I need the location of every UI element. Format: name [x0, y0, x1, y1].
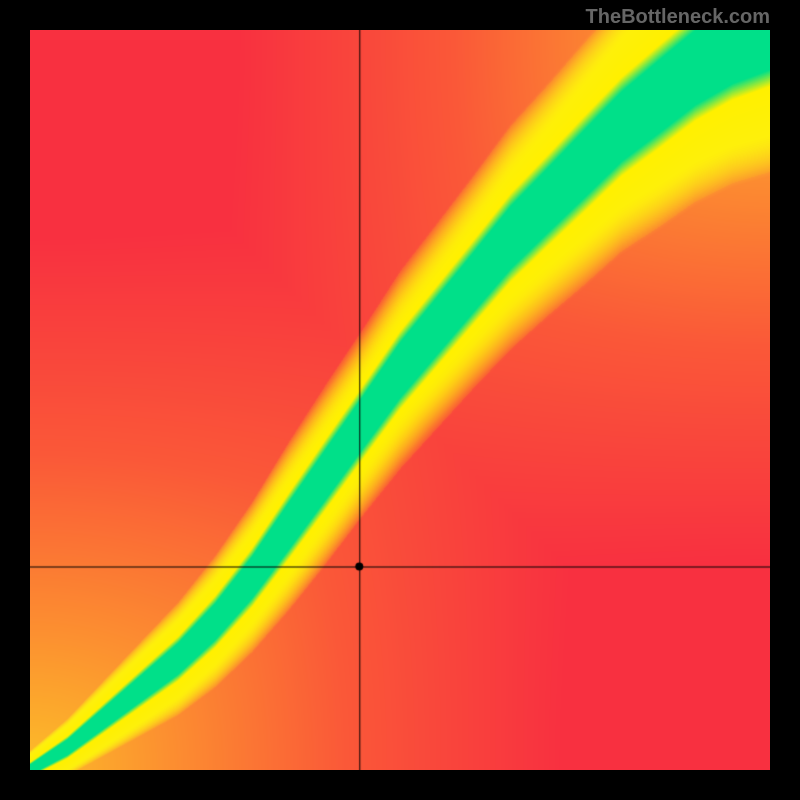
heatmap-plot [30, 30, 770, 770]
heatmap-canvas [30, 30, 770, 770]
attribution-text: TheBottleneck.com [586, 6, 770, 29]
chart-container: TheBottleneck.com [0, 0, 800, 800]
